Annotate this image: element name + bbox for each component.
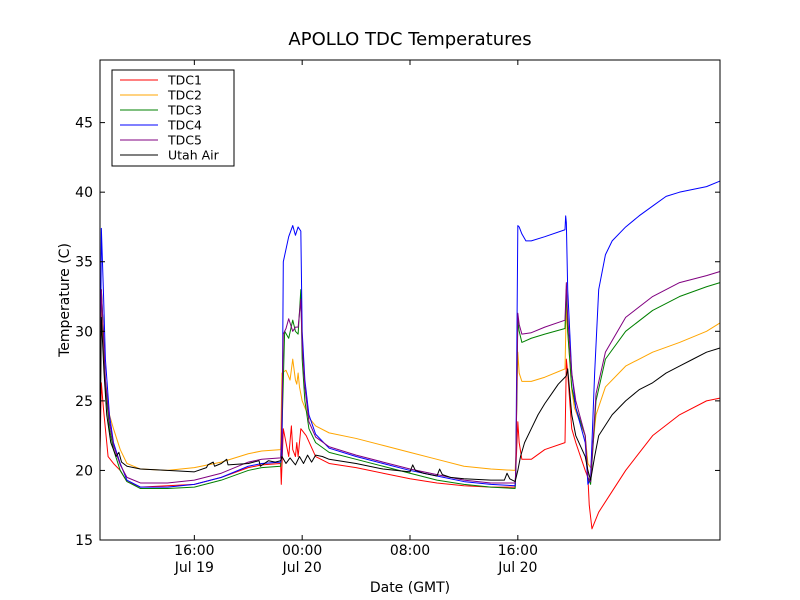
y-tick-label: 25	[75, 394, 93, 410]
y-tick-label: 40	[75, 185, 93, 201]
x-tick-label-date: Jul 19	[174, 560, 214, 576]
x-tick-label-time: 08:00	[390, 543, 430, 559]
x-tick-label-date: Jul 20	[497, 560, 537, 576]
chart-title: APOLLO TDC Temperatures	[288, 29, 531, 50]
series-layer	[99, 180, 721, 530]
y-tick-label: 20	[75, 463, 93, 479]
x-tick-label-time: 00:00	[282, 543, 322, 559]
series-line-utah-air	[99, 316, 721, 483]
y-axis-label: Temperature (C)	[57, 243, 73, 358]
x-tick-label-time: 16:00	[498, 543, 538, 559]
legend-entry-label: Utah Air	[168, 148, 220, 163]
legend-entry-label: TDC5	[167, 133, 202, 148]
legend-entry-label: TDC1	[167, 73, 202, 88]
series-line-tdc5	[99, 271, 721, 484]
y-tick-label: 45	[75, 116, 93, 132]
legend-entry-label: TDC3	[167, 103, 202, 118]
legend-entry-label: TDC2	[167, 88, 202, 103]
y-tick-label: 15	[75, 533, 93, 549]
legend-entry-label: TDC4	[167, 118, 202, 133]
plot-frame	[99, 59, 721, 541]
x-tick-label-date: Jul 20	[282, 560, 322, 576]
y-tick-label: 30	[75, 324, 93, 340]
series-line-tdc4	[99, 180, 721, 488]
x-axis-label: Date (GMT)	[370, 580, 450, 596]
x-tick-label-time: 16:00	[174, 543, 214, 559]
y-tick-label: 35	[75, 255, 93, 271]
legend-box	[111, 69, 235, 167]
